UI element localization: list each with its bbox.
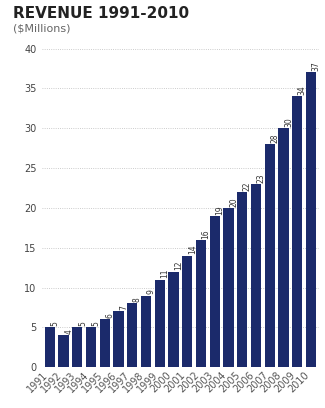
Text: 5: 5 [92,322,101,326]
Bar [72,327,83,367]
Text: 11: 11 [161,269,169,278]
Bar [100,319,110,367]
Text: 8: 8 [133,297,142,302]
Bar [278,128,289,367]
Text: 6: 6 [106,313,114,318]
Text: 7: 7 [119,305,128,310]
Text: 37: 37 [312,62,321,71]
Bar [223,208,234,367]
Bar [113,311,124,367]
Bar [251,184,261,367]
Text: 5: 5 [78,322,87,326]
Bar [306,73,316,367]
Text: 23: 23 [257,173,266,183]
Text: 34: 34 [298,85,307,95]
Bar [155,279,165,367]
Text: 5: 5 [50,322,59,326]
Text: 28: 28 [270,133,280,143]
Bar [58,335,69,367]
Bar [168,272,179,367]
Text: 9: 9 [147,289,156,294]
Text: 19: 19 [215,205,225,215]
Text: 30: 30 [284,117,293,127]
Bar [141,295,151,367]
Text: 4: 4 [64,329,73,334]
Bar [237,192,247,367]
Bar [196,240,206,367]
Bar [292,96,302,367]
Bar [182,256,192,367]
Text: 16: 16 [202,229,211,239]
Text: 20: 20 [229,197,238,207]
Text: 12: 12 [174,261,183,271]
Bar [127,304,137,367]
Text: ($Millions): ($Millions) [13,24,71,34]
Text: REVENUE 1991-2010: REVENUE 1991-2010 [13,6,189,21]
Bar [45,327,55,367]
Bar [210,216,220,367]
Text: 22: 22 [243,181,252,191]
Bar [265,144,275,367]
Bar [86,327,96,367]
Text: 14: 14 [188,245,197,255]
